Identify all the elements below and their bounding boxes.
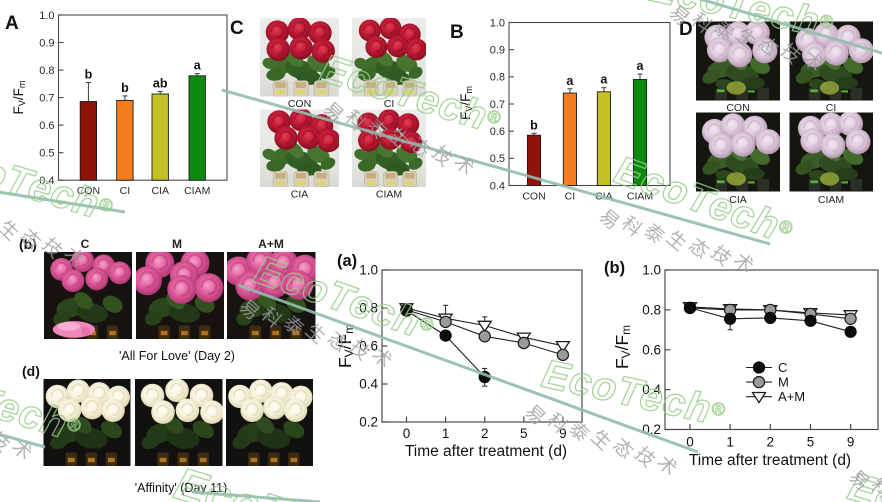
svg-text:1.0: 1.0 <box>39 10 54 22</box>
svg-text:a: a <box>637 59 645 73</box>
svg-text:2: 2 <box>767 435 775 450</box>
svg-text:1: 1 <box>442 426 450 441</box>
svg-text:D: D <box>679 19 693 40</box>
svg-text:5: 5 <box>520 426 528 441</box>
svg-text:a: a <box>566 74 574 88</box>
svg-text:0.7: 0.7 <box>39 92 54 104</box>
svg-text:Time after treatment (d): Time after treatment (d) <box>689 452 851 469</box>
svg-text:B: B <box>450 22 464 43</box>
svg-text:0.9: 0.9 <box>490 45 505 57</box>
svg-text:'All For Love' (Day 2): 'All For Love' (Day 2) <box>119 349 235 363</box>
svg-text:(d): (d) <box>22 363 40 379</box>
svg-text:ab: ab <box>153 77 168 91</box>
svg-text:M: M <box>172 237 182 251</box>
svg-text:CIAM: CIAM <box>818 194 844 206</box>
svg-text:0.9: 0.9 <box>39 37 54 49</box>
svg-text:1.0: 1.0 <box>642 263 661 278</box>
svg-text:(b): (b) <box>604 259 625 277</box>
svg-text:1: 1 <box>726 435 734 450</box>
svg-text:0.4: 0.4 <box>490 180 505 192</box>
svg-text:9: 9 <box>559 426 567 441</box>
svg-text:CON: CON <box>288 98 311 110</box>
svg-text:CI: CI <box>384 98 395 110</box>
svg-text:b: b <box>530 118 538 132</box>
svg-text:A+M: A+M <box>258 237 284 251</box>
svg-text:CIAM: CIAM <box>184 185 210 197</box>
svg-text:0: 0 <box>403 426 411 441</box>
svg-text:CIAM: CIAM <box>627 191 653 203</box>
svg-text:0.4: 0.4 <box>39 175 54 187</box>
svg-text:C: C <box>81 237 90 251</box>
svg-text:0.2: 0.2 <box>359 415 378 430</box>
svg-text:CIA: CIA <box>729 194 747 206</box>
svg-text:Time after treatment (d): Time after treatment (d) <box>405 443 567 460</box>
svg-text:0.4: 0.4 <box>642 382 661 397</box>
svg-text:0.8: 0.8 <box>39 65 54 77</box>
svg-text:0.4: 0.4 <box>359 377 378 392</box>
svg-text:CON: CON <box>726 102 749 114</box>
svg-text:CON: CON <box>77 185 100 197</box>
svg-text:0.6: 0.6 <box>359 339 378 354</box>
svg-text:0.5: 0.5 <box>39 148 54 160</box>
svg-text:0: 0 <box>686 435 694 450</box>
svg-text:b: b <box>85 68 93 82</box>
svg-text:0.8: 0.8 <box>642 303 661 318</box>
svg-text:C: C <box>778 360 787 375</box>
svg-text:0.8: 0.8 <box>359 301 378 316</box>
svg-text:CON: CON <box>522 191 545 203</box>
svg-text:M: M <box>778 375 789 390</box>
svg-text:a: a <box>600 73 608 87</box>
svg-text:0.7: 0.7 <box>490 99 505 111</box>
svg-text:b: b <box>121 81 129 95</box>
svg-text:CI: CI <box>120 185 131 197</box>
svg-text:5: 5 <box>807 435 815 450</box>
svg-text:1.0: 1.0 <box>490 17 505 29</box>
svg-text:A+M: A+M <box>778 389 805 404</box>
svg-text:A: A <box>5 13 19 34</box>
svg-text:9: 9 <box>847 435 855 450</box>
svg-text:CI: CI <box>565 191 576 203</box>
svg-text:CIA: CIA <box>291 189 309 201</box>
svg-text:0.6: 0.6 <box>39 120 54 132</box>
svg-text:CIAM: CIAM <box>376 189 402 201</box>
svg-text:CI: CI <box>826 102 837 114</box>
svg-text:0.6: 0.6 <box>642 342 661 357</box>
svg-text:1.0: 1.0 <box>359 263 378 278</box>
svg-text:0.5: 0.5 <box>490 153 505 165</box>
svg-text:C: C <box>230 18 244 39</box>
svg-text:0.8: 0.8 <box>490 72 505 84</box>
svg-text:a: a <box>194 59 202 73</box>
svg-text:0.6: 0.6 <box>490 126 505 138</box>
svg-text:CIA: CIA <box>151 185 169 197</box>
svg-text:(a): (a) <box>337 252 357 270</box>
svg-text:(b): (b) <box>19 236 37 252</box>
svg-text:2: 2 <box>481 426 489 441</box>
